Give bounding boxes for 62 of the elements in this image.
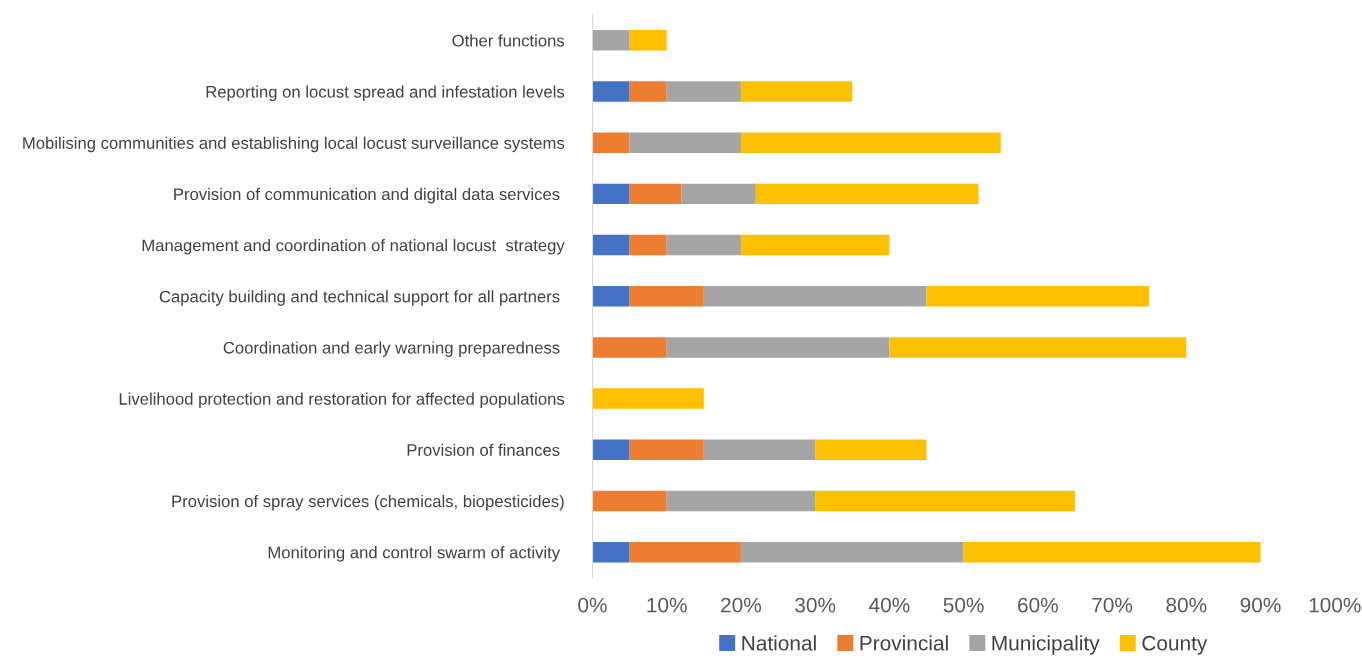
bar <box>681 183 756 205</box>
bar <box>926 286 1150 307</box>
legend-label: National <box>742 635 816 651</box>
y-tick-label: Mobilising communities and establishing local locust surveillance systems <box>23 136 565 153</box>
bar <box>740 81 853 102</box>
x-tick-label: 80% <box>1166 597 1207 613</box>
bar <box>629 81 667 102</box>
bar <box>666 81 741 102</box>
bar <box>755 183 979 205</box>
y-tick-label: Capacity building and technical support for all partners <box>159 290 560 306</box>
y-tick-label: Provision of finances <box>407 443 560 456</box>
x-tick-label: 60% <box>1018 597 1058 613</box>
bar <box>629 132 741 153</box>
x-tick-label: 40% <box>869 597 910 613</box>
bar <box>592 388 704 409</box>
x-tick-label: 70% <box>1092 597 1133 613</box>
y-tick-label: Management and coordination of national locust strategy <box>142 239 565 255</box>
bar <box>740 541 964 563</box>
bar <box>703 286 927 307</box>
x-tick-label: 100% <box>1309 597 1361 613</box>
x-tick-label: 20% <box>721 597 762 613</box>
bar <box>592 337 667 358</box>
x-tick-label: 0% <box>578 597 607 613</box>
bar <box>592 490 667 512</box>
bar <box>703 439 816 461</box>
x-tick-label: 10% <box>647 597 687 613</box>
y-tick-label: Provision of spray services (chemicals, biopesticides) <box>172 494 564 511</box>
bar <box>815 439 927 461</box>
x-tick-label: 90% <box>1240 597 1281 613</box>
y-tick-label: Reporting on locust spread and infestation levels <box>206 85 565 102</box>
y-tick-label: Livelihood protection and restoration for affected populations <box>119 392 565 409</box>
y-tick-label: Other functions <box>452 34 565 47</box>
legend-label: Provincial <box>860 635 948 651</box>
bar <box>666 490 816 512</box>
bar <box>592 541 630 563</box>
bar <box>592 132 630 153</box>
bar <box>629 541 741 563</box>
bar <box>889 337 1187 358</box>
bar <box>666 337 890 358</box>
legend-label: County <box>1142 635 1208 655</box>
bar <box>592 286 630 307</box>
bar <box>666 234 741 256</box>
bar <box>629 30 667 51</box>
legend-label: Municipality <box>992 635 1100 655</box>
bar <box>592 183 630 205</box>
y-tick-label: Provision of communication and digital data services <box>174 187 560 204</box>
bar <box>629 286 704 307</box>
bar <box>629 439 704 461</box>
y-tick-label: Coordination and early warning preparedness <box>223 341 560 357</box>
bar <box>592 30 630 51</box>
x-tick-label: 30% <box>795 597 836 613</box>
bar <box>592 81 630 102</box>
bar <box>740 234 890 256</box>
bar <box>592 439 630 461</box>
bar <box>629 183 682 205</box>
bar <box>740 132 1001 153</box>
bar <box>592 234 630 256</box>
bar <box>963 541 1261 563</box>
x-tick-label: 50% <box>943 597 984 613</box>
bar <box>815 490 1075 512</box>
bar <box>629 234 667 256</box>
y-tick-label: Monitoring and control swarm of activity <box>268 546 561 562</box>
